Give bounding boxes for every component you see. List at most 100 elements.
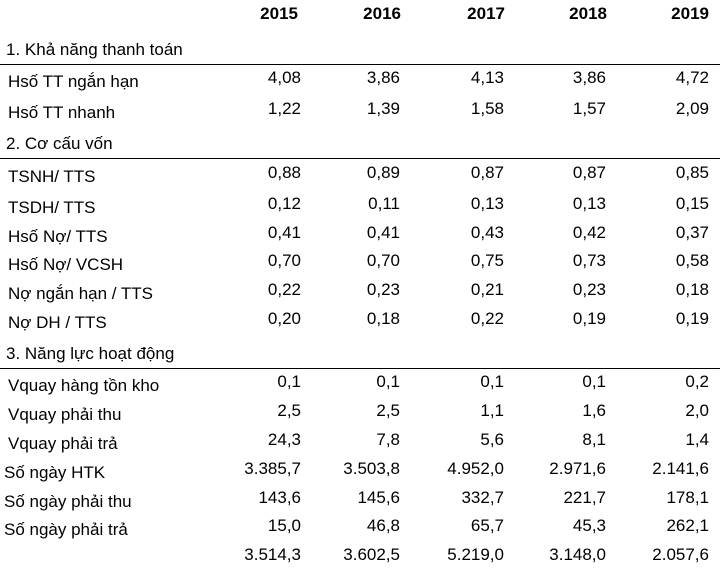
cell-2015: 0,88 xyxy=(267,163,301,182)
cell-2016: 0,1 xyxy=(376,372,400,391)
cell-2016: 2,5 xyxy=(376,401,400,420)
cell-2017: 0,87 xyxy=(470,163,504,182)
cell-2015: 24,3 xyxy=(267,430,301,449)
cell-2018: 0,13 xyxy=(572,194,606,213)
cell-2017: 0,22 xyxy=(470,309,504,328)
cell-2019: 2,09 xyxy=(675,99,709,118)
cell-2018: 0,73 xyxy=(572,251,606,270)
year-header-2019: 2019 xyxy=(671,4,709,23)
table-row: TSNH/ TTS 0,88 0,89 0,87 0,87 0,85 xyxy=(0,163,720,191)
cell-2018: 2.971,6 xyxy=(549,459,606,478)
cell-2017: 1,1 xyxy=(480,401,504,420)
cell-2019: 0,19 xyxy=(675,309,709,328)
cell-2015: 1,22 xyxy=(267,99,301,118)
cell-2016: 3,86 xyxy=(366,68,400,87)
cell-2018: 0,23 xyxy=(572,280,606,299)
cell-2015: 0,22 xyxy=(267,280,301,299)
cell-2015: 0,20 xyxy=(267,309,301,328)
cell-2018: 221,7 xyxy=(563,488,606,507)
section-title: 3. Năng lực hoạt động xyxy=(6,344,175,363)
table-row: Hsố TT ngắn hạn 4,08 3,86 4,13 3,86 4,72 xyxy=(0,68,720,96)
cell-2018: 0,19 xyxy=(572,309,606,328)
cell-2016: 0,89 xyxy=(366,163,400,182)
row-label: Số ngày phải trả xyxy=(4,520,128,539)
table-row: Vquay phải thu 2,5 2,5 1,1 1,6 2,0 xyxy=(0,401,720,429)
row-label: Số ngày phải thu xyxy=(4,492,132,511)
cell-2018: 0,1 xyxy=(582,372,606,391)
cell-2019: 178,1 xyxy=(666,488,709,507)
table-row: Số ngày HTK 3.385,7 3.503,8 4.952,0 2.97… xyxy=(0,459,720,487)
cell-2018: 8,1 xyxy=(582,430,606,449)
row-label: Hsố TT ngắn hạn xyxy=(8,72,139,91)
cell-2015: 4,08 xyxy=(267,68,301,87)
year-header-2016: 2016 xyxy=(363,4,401,23)
cell-2016: 7,8 xyxy=(376,430,400,449)
cell-2016: 0,18 xyxy=(366,309,400,328)
cell-2017: 1,58 xyxy=(470,99,504,118)
row-label: Vquay hàng tồn kho xyxy=(8,376,160,395)
cell-2016: 0,70 xyxy=(366,251,400,270)
row-label: Nợ ngắn hạn / TTS xyxy=(8,284,154,303)
cell-2019: 1,4 xyxy=(685,430,709,449)
cell-2017: 65,7 xyxy=(470,516,504,535)
table-row: Vquay hàng tồn kho 0,1 0,1 0,1 0,1 0,2 xyxy=(0,372,720,400)
table-row: Nợ ngắn hạn / TTS 0,22 0,23 0,21 0,23 0,… xyxy=(0,280,720,308)
cell-2017: 0,75 xyxy=(470,251,504,270)
year-header-2017: 2017 xyxy=(467,4,505,23)
cell-2019: 2.057,6 xyxy=(652,545,709,564)
cell-2015: 0,41 xyxy=(267,223,301,242)
cell-2019: 2,0 xyxy=(685,401,709,420)
cell-2017: 0,1 xyxy=(480,372,504,391)
cell-2018: 3,86 xyxy=(572,68,606,87)
row-label: TSNH/ TTS xyxy=(8,167,96,186)
cell-2019: 0,18 xyxy=(675,280,709,299)
cell-2019: 0,58 xyxy=(675,251,709,270)
cell-2018: 45,3 xyxy=(572,516,606,535)
section-liquidity: 1. Khả năng thanh toán xyxy=(0,36,720,65)
cell-2017: 4,13 xyxy=(470,68,504,87)
year-header-row: 2015 2016 2017 2018 2019 xyxy=(0,0,720,32)
section-operating-capacity: 3. Năng lực hoạt động xyxy=(0,340,720,369)
cell-2019: 0,15 xyxy=(675,194,709,213)
table-row: TSDH/ TTS 0,12 0,11 0,13 0,13 0,15 xyxy=(0,194,720,222)
cell-2015: 0,12 xyxy=(267,194,301,213)
cell-2015: 3.385,7 xyxy=(244,459,301,478)
section-capital-structure: 2. Cơ cấu vốn xyxy=(0,130,720,159)
cell-2016: 3.503,8 xyxy=(343,459,400,478)
row-label: Số ngày HTK xyxy=(4,463,106,482)
table-row-total: 3.514,3 3.602,5 5.219,0 3.148,0 2.057,6 xyxy=(0,545,720,573)
cell-2016: 1,39 xyxy=(366,99,400,118)
cell-2018: 0,42 xyxy=(572,223,606,242)
year-header-2015: 2015 xyxy=(260,4,298,23)
cell-2017: 5.219,0 xyxy=(447,545,504,564)
table-row: Hsố TT nhanh 1,22 1,39 1,58 1,57 2,09 xyxy=(0,99,720,127)
year-header-2018: 2018 xyxy=(569,4,607,23)
cell-2018: 1,6 xyxy=(582,401,606,420)
row-label: Vquay phải thu xyxy=(8,405,122,424)
section-title: 2. Cơ cấu vốn xyxy=(6,134,113,153)
cell-2015: 0,1 xyxy=(277,372,301,391)
cell-2015: 2,5 xyxy=(277,401,301,420)
table-row: Hsố Nợ/ TTS 0,41 0,41 0,43 0,42 0,37 xyxy=(0,223,720,251)
cell-2017: 5,6 xyxy=(480,430,504,449)
table-row: Nợ DH / TTS 0,20 0,18 0,22 0,19 0,19 xyxy=(0,309,720,337)
cell-2018: 0,87 xyxy=(572,163,606,182)
cell-2016: 0,23 xyxy=(366,280,400,299)
table-row: Số ngày phải trả 15,0 46,8 65,7 45,3 262… xyxy=(0,516,720,544)
row-label: Hsố TT nhanh xyxy=(8,103,116,122)
cell-2018: 3.148,0 xyxy=(549,545,606,564)
cell-2016: 0,11 xyxy=(368,194,400,213)
row-label: Hsố Nợ/ VCSH xyxy=(8,255,124,274)
cell-2019: 0,85 xyxy=(675,163,709,182)
cell-2015: 15,0 xyxy=(267,516,301,535)
row-label: Nợ DH / TTS xyxy=(8,313,107,332)
cell-2015: 3.514,3 xyxy=(244,545,301,564)
cell-2019: 262,1 xyxy=(666,516,709,535)
row-label: Hsố Nợ/ TTS xyxy=(8,227,108,246)
cell-2017: 0,43 xyxy=(470,223,504,242)
section-title: 1. Khả năng thanh toán xyxy=(6,40,183,59)
cell-2017: 332,7 xyxy=(461,488,504,507)
cell-2015: 0,70 xyxy=(267,251,301,270)
cell-2017: 4.952,0 xyxy=(447,459,504,478)
cell-2016: 0,41 xyxy=(366,223,400,242)
